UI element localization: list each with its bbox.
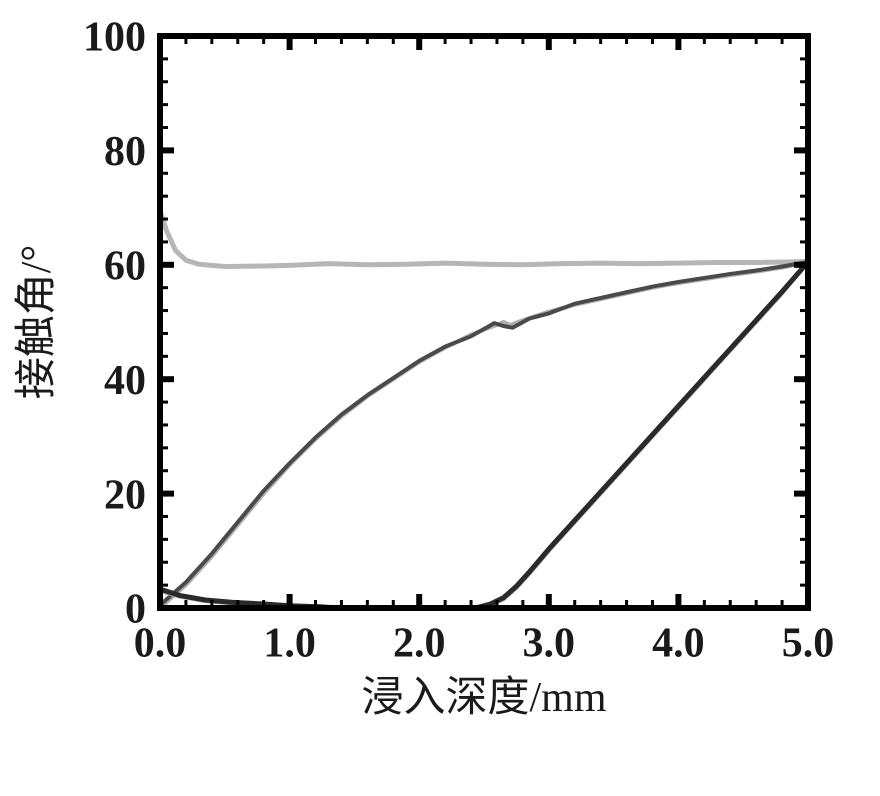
x-tick-label: 2.0 [393, 620, 446, 666]
y-tick-label: 60 [104, 244, 146, 290]
y-tick-label: 40 [104, 358, 146, 404]
x-tick-label: 1.0 [263, 620, 316, 666]
x-tick-label: 3.0 [523, 620, 576, 666]
chart-container: 0.01.02.03.04.05.0020406080100浸入深度/mm接触角… [0, 0, 880, 791]
x-axis-label: 浸入深度/mm [361, 675, 606, 721]
x-tick-label: 4.0 [652, 620, 705, 666]
y-tick-label: 20 [104, 472, 146, 518]
contact-angle-chart: 0.01.02.03.04.05.0020406080100浸入深度/mm接触角… [0, 0, 880, 791]
x-tick-label: 5.0 [782, 620, 835, 666]
y-tick-label: 0 [125, 587, 146, 633]
y-tick-label: 80 [104, 129, 146, 175]
y-axis-label: 接触角/° [14, 245, 60, 399]
y-tick-label: 100 [83, 15, 146, 61]
